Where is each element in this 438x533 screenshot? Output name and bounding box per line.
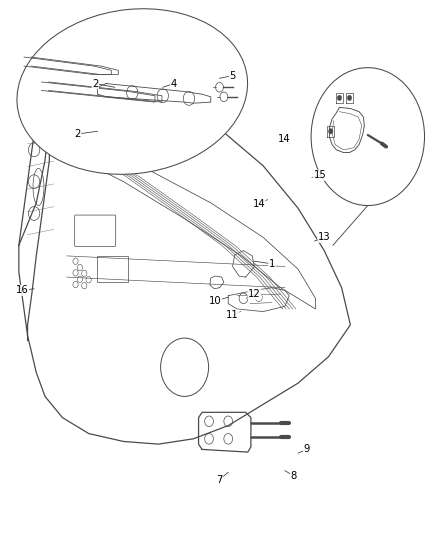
Text: 13: 13 [317,232,330,243]
Text: 11: 11 [226,310,238,320]
Text: 16: 16 [16,285,28,295]
Text: 9: 9 [303,445,309,455]
Text: 4: 4 [170,78,177,88]
Text: 14: 14 [252,199,265,209]
Text: 2: 2 [74,129,81,139]
Ellipse shape [311,68,424,206]
Text: 14: 14 [277,134,290,144]
Text: 7: 7 [216,475,222,484]
Text: 10: 10 [208,296,221,306]
Text: 1: 1 [268,259,275,269]
Text: 15: 15 [313,171,325,180]
Text: 12: 12 [247,289,260,299]
Text: 5: 5 [229,70,235,80]
Ellipse shape [17,9,247,174]
Text: 2: 2 [92,78,98,88]
Circle shape [346,95,351,101]
Circle shape [336,95,341,101]
Circle shape [328,128,332,134]
Bar [97,256,127,282]
Text: 8: 8 [290,471,296,481]
